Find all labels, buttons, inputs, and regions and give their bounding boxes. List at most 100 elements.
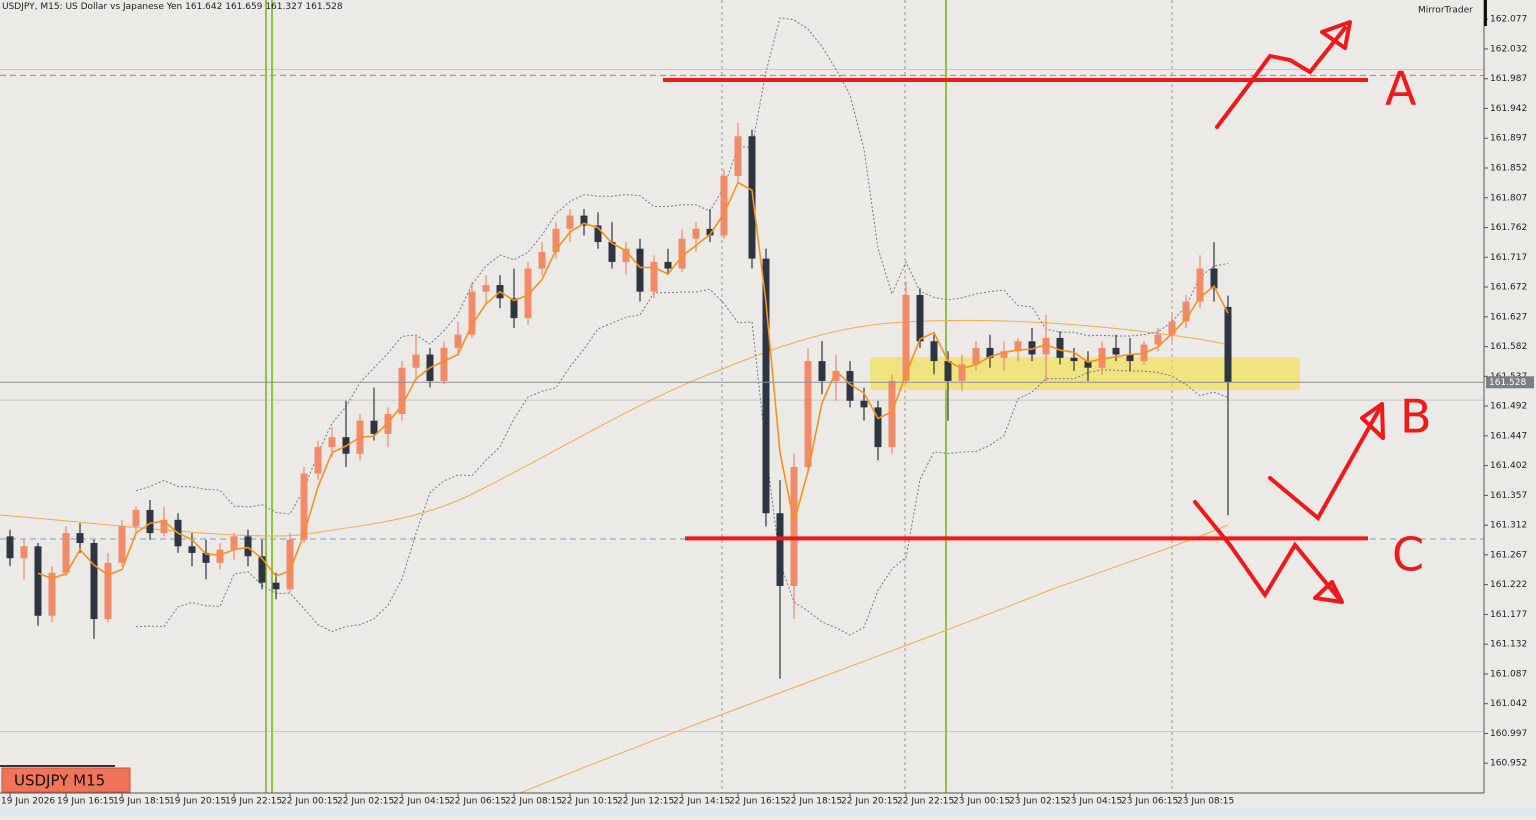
y-tick-label: 161.222 [1490, 580, 1527, 590]
candle-body [958, 364, 966, 381]
x-tick-label: 19 Jun 22:15 [225, 797, 282, 807]
candle-body [1028, 341, 1036, 355]
x-tick-label: 23 Jun 04:15 [1065, 797, 1122, 807]
candle-body [986, 347, 994, 358]
x-tick-label: 19 Jun 18:15 [113, 797, 170, 807]
y-tick-label: 162.077 [1490, 15, 1527, 25]
y-tick-label: 161.672 [1490, 283, 1527, 293]
candle-body [90, 542, 98, 620]
candle-body [622, 248, 630, 262]
y-tick-label: 160.997 [1490, 729, 1527, 739]
candle-body [244, 536, 252, 557]
candle-body [720, 175, 728, 236]
candle-body [846, 371, 854, 401]
candle-body [1168, 321, 1176, 335]
candle-body [944, 361, 952, 381]
y-tick-label: 160.952 [1490, 759, 1527, 769]
y-tick-label: 161.762 [1490, 223, 1527, 233]
candle-body [1112, 347, 1120, 355]
x-tick-label: 19 Jun 20:15 [169, 797, 226, 807]
highlight-zone [870, 357, 1300, 390]
candle-body [860, 400, 868, 408]
brand: MirrorTrader [1418, 6, 1473, 16]
current-price-box [1486, 376, 1534, 389]
candle-body [1056, 337, 1064, 358]
candle-body [412, 354, 420, 368]
current-price-label: 161.528 [1489, 378, 1526, 388]
candle-body [748, 136, 756, 259]
candle-body [1224, 306, 1232, 383]
candle-body [1182, 301, 1190, 322]
candle-body [762, 258, 770, 514]
arrow-up [1215, 26, 1347, 129]
candle-body [272, 582, 280, 590]
x-tick-label: 23 Jun 06:15 [1121, 797, 1178, 807]
y-tick-label: 161.582 [1490, 342, 1527, 352]
candle-body [678, 238, 686, 269]
y-tick-label: 161.177 [1490, 610, 1527, 620]
candle-body [972, 347, 980, 365]
y-tick-label: 161.312 [1490, 521, 1527, 531]
candle-body [888, 380, 896, 448]
arrowhead [1313, 580, 1344, 604]
x-tick-label: 22 Jun 00:15 [281, 797, 338, 807]
x-tick-label: 22 Jun 06:15 [449, 797, 506, 807]
scroll-marker [1484, 0, 1487, 26]
y-tick-label: 161.717 [1490, 253, 1527, 263]
x-tick-label: 22 Jun 02:15 [337, 797, 394, 807]
x-tick-label: 22 Jun 08:15 [505, 797, 562, 807]
y-tick-label: 161.987 [1490, 74, 1527, 84]
badge-text: USDJPY M15 [14, 772, 105, 790]
x-tick-label: 22 Jun 10:15 [561, 797, 618, 807]
candle-body [118, 526, 126, 563]
candle-body [1196, 268, 1204, 302]
candle-body [1154, 334, 1162, 345]
candle-body [566, 215, 574, 229]
candle-body [384, 414, 392, 434]
candle-body [62, 533, 70, 573]
symbol-info: USDJPY, M15: US Dollar vs Japanese Yen 1… [2, 2, 343, 12]
x-tick-label: 22 Jun 18:15 [785, 797, 842, 807]
candle-body [594, 225, 602, 243]
candle-body [398, 367, 406, 415]
y-tick-label: 161.447 [1490, 431, 1527, 441]
candle-body [818, 361, 826, 381]
candle-body [454, 334, 462, 348]
y-tick-label: 161.492 [1490, 402, 1527, 412]
candle-body [524, 268, 532, 319]
candle-body [328, 437, 336, 448]
candle-body [776, 513, 784, 586]
candle-body [1000, 351, 1008, 358]
y-tick-label: 161.807 [1490, 193, 1527, 203]
candle-body [258, 556, 266, 583]
candle-body [146, 509, 154, 534]
symbol-badge [1, 767, 131, 793]
candle-body [804, 361, 812, 467]
candle-body [34, 546, 42, 616]
candle-body [1210, 268, 1218, 289]
candle-body [230, 536, 238, 550]
candle-body [902, 294, 910, 381]
candle-body [1070, 357, 1078, 362]
candle-body [510, 298, 518, 319]
candle-body [874, 407, 882, 448]
candle-body [76, 533, 84, 543]
candle-body [916, 294, 924, 342]
x-tick-label: 22 Jun 14:15 [673, 797, 730, 807]
candle-body [580, 215, 588, 226]
y-tick-label: 161.402 [1490, 461, 1527, 471]
candle-body [132, 509, 140, 527]
candle-body [1126, 354, 1134, 362]
y-tick-label: 161.267 [1490, 550, 1527, 560]
bollinger-lower [135, 288, 1229, 636]
x-tick-label: 23 Jun 08:15 [1177, 797, 1234, 807]
x-tick-label: 22 Jun 16:15 [729, 797, 786, 807]
candle-body [48, 572, 56, 616]
candle-body [636, 248, 644, 292]
x-tick-label: 22 Jun 20:15 [841, 797, 898, 807]
y-tick-label: 162.032 [1490, 44, 1527, 54]
x-tick-label: 23 Jun 02:15 [1009, 797, 1066, 807]
moving-average-slow [0, 319, 1229, 537]
candle-body [692, 228, 700, 239]
arrowhead [1320, 20, 1352, 50]
